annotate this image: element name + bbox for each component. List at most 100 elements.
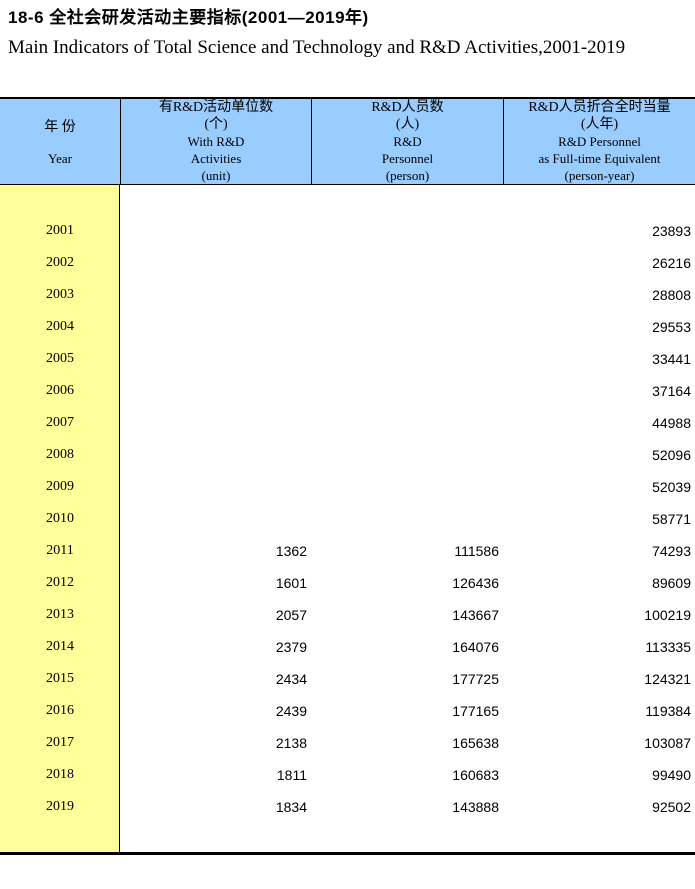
units-cell: 1834 (275, 799, 307, 815)
units-cell (120, 375, 311, 407)
fte-cell: 26216 (652, 255, 691, 271)
page-subtitle: Main Indicators of Total Science and Tec… (8, 37, 626, 58)
year-cell: 2019 (46, 799, 74, 814)
header-line: (unit) (201, 168, 231, 184)
header-line: (person) (385, 168, 430, 184)
title-block: 18-6 全社会研发活动主要指标(2001—2019年) Main Indica… (0, 0, 695, 61)
personnel-cell (311, 439, 503, 471)
fte-cell: 23893 (652, 223, 691, 239)
fte-cell: 29553 (652, 319, 691, 335)
table-row: 2005 33441 (0, 343, 695, 375)
table-row: 2016 2439 177165 119384 (0, 695, 695, 727)
units-cell (120, 311, 311, 343)
personnel-cell (311, 279, 503, 311)
fte-cell: 52096 (652, 447, 691, 463)
table-row: 2017 2138 165638 103087 (0, 727, 695, 759)
header-line: as Full-time Equivalent (538, 151, 661, 167)
personnel-cell (311, 503, 503, 535)
year-cell: 2011 (46, 543, 74, 558)
header-cell-units: 有R&D活动单位数 (个) With R&D Activities (unit) (120, 99, 311, 184)
indicators-table: 年 份 Year 有R&D活动单位数 (个) With R&D Activiti… (0, 97, 695, 855)
year-cell: 2010 (46, 511, 74, 526)
personnel-cell: 160683 (452, 767, 499, 783)
header-year-cn: 年 份 (44, 120, 76, 135)
table-row: 2001 23893 (0, 215, 695, 247)
fte-cell: 119384 (645, 703, 691, 719)
personnel-cell (311, 215, 503, 247)
personnel-cell: 126436 (452, 575, 499, 591)
units-cell: 1601 (275, 575, 307, 591)
year-cell: 2002 (46, 255, 74, 270)
year-cell: 2018 (46, 767, 74, 782)
year-cell: 2015 (46, 671, 74, 686)
header-line: R&D Personnel (558, 133, 641, 149)
header-line: R&D人员折合全时当量 (528, 99, 671, 115)
header-line: With R&D (187, 133, 245, 149)
table-row: 2015 2434 177725 124321 (0, 663, 695, 695)
table-row: 2002 26216 (0, 247, 695, 279)
table-row: 2014 2379 164076 113335 (0, 631, 695, 663)
table-row: 2011 1362 111586 74293 (0, 535, 695, 567)
table-row: 2019 1834 143888 92502 (0, 791, 695, 823)
personnel-cell: 143888 (452, 799, 499, 815)
units-cell (120, 343, 311, 375)
header-line: (人) (395, 116, 420, 132)
table-row: 2007 44988 (0, 407, 695, 439)
table-row: 2006 37164 (0, 375, 695, 407)
year-cell: 2014 (46, 639, 74, 654)
table-header-row: 年 份 Year 有R&D活动单位数 (个) With R&D Activiti… (0, 97, 695, 185)
units-cell (120, 471, 311, 503)
personnel-cell (311, 375, 503, 407)
year-cell: 2005 (46, 351, 74, 366)
personnel-cell (311, 407, 503, 439)
personnel-cell: 177725 (452, 671, 499, 687)
personnel-cell: 143667 (452, 607, 499, 623)
year-cell: 2008 (46, 447, 74, 462)
fte-cell: 124321 (644, 671, 691, 687)
year-cell: 2016 (46, 703, 74, 718)
units-cell: 2138 (275, 735, 307, 751)
fte-cell: 58771 (652, 511, 691, 527)
header-line: (person-year) (564, 168, 635, 184)
units-cell: 1362 (275, 543, 307, 559)
table-rows: 2001 23893 2002 26216 2003 28808 2004 29… (0, 185, 695, 823)
header-year-en: Year (48, 151, 72, 166)
year-column-background (0, 185, 120, 852)
units-cell: 1811 (276, 767, 307, 783)
header-cell-year: 年 份 Year (0, 99, 120, 184)
table-row: 2004 29553 (0, 311, 695, 343)
fte-cell: 99490 (652, 767, 691, 783)
header-line: Activities (190, 151, 242, 167)
personnel-cell: 111586 (454, 543, 499, 559)
header-line: (人年) (580, 116, 619, 132)
table-row: 2012 1601 126436 89609 (0, 567, 695, 599)
year-cell: 2006 (46, 383, 74, 398)
header-line: (个) (204, 116, 228, 132)
header-line: Personnel (381, 151, 434, 167)
fte-cell: 33441 (652, 351, 691, 367)
fte-cell: 113335 (645, 639, 691, 655)
header-line: R&D (393, 133, 422, 149)
units-cell (120, 503, 311, 535)
table-row: 2009 52039 (0, 471, 695, 503)
year-cell: 2009 (46, 479, 74, 494)
fte-cell: 92502 (652, 799, 691, 815)
personnel-cell: 164076 (452, 639, 499, 655)
table-row: 2013 2057 143667 100219 (0, 599, 695, 631)
personnel-cell (311, 343, 503, 375)
fte-cell: 100219 (644, 607, 691, 623)
header-line: 有R&D活动单位数 (158, 99, 274, 115)
units-cell (120, 407, 311, 439)
year-cell: 2012 (46, 575, 74, 590)
year-cell: 2013 (46, 607, 74, 622)
units-cell: 2439 (275, 703, 307, 719)
header-cell-personnel: R&D人员数 (人) R&D Personnel (person) (311, 99, 503, 184)
units-cell (120, 279, 311, 311)
units-cell: 2434 (275, 671, 307, 687)
personnel-cell (311, 247, 503, 279)
units-cell (120, 215, 311, 247)
header-line: R&D人员数 (371, 99, 444, 115)
fte-cell: 37164 (652, 383, 691, 399)
table-row: 2018 1811 160683 99490 (0, 759, 695, 791)
year-cell: 2017 (46, 735, 74, 750)
